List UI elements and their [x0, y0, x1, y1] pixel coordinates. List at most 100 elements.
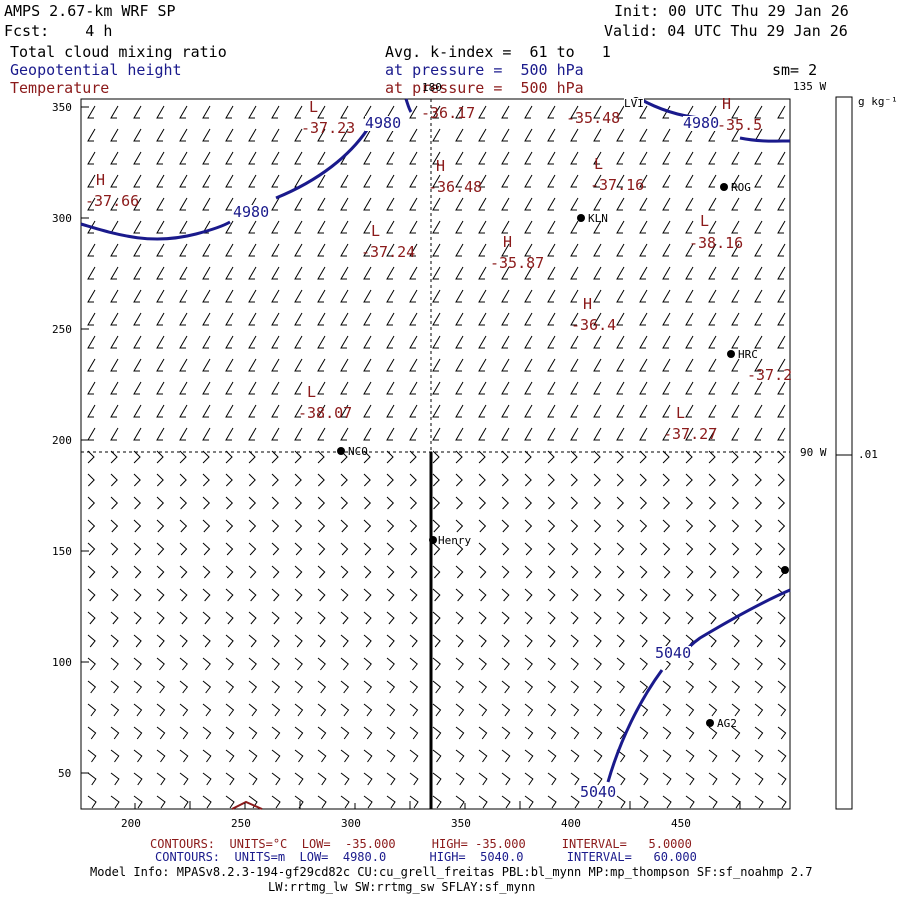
wind-barb: [547, 427, 556, 441]
wind-barb: [202, 749, 212, 763]
wind-barb: [639, 404, 648, 418]
wind-barb: [225, 427, 234, 441]
wind-barb: [524, 450, 532, 464]
wind-barb: [225, 795, 235, 809]
wind-barb: [179, 312, 188, 326]
wind-barb: [662, 519, 671, 533]
wind-barb: [708, 243, 717, 257]
wind-barb: [639, 657, 648, 671]
wind-barb: [133, 427, 142, 441]
wind-barb: [294, 358, 303, 372]
wind-barb: [731, 795, 741, 809]
wind-barb: [708, 542, 717, 556]
wind-barb: [409, 358, 418, 372]
wind-barb: [777, 542, 786, 556]
wind-barb: [731, 749, 741, 763]
wind-barb: [524, 749, 534, 763]
lon-label-135w: 135 W: [793, 80, 827, 93]
wind-barb: [340, 519, 349, 533]
wind-barb: [156, 703, 166, 717]
wind-barb: [524, 381, 533, 395]
wind-barb: [501, 519, 510, 533]
wind-barb: [248, 588, 257, 602]
wind-barb: [409, 220, 418, 234]
wind-barb: [110, 680, 120, 694]
wind-barb: [708, 381, 717, 395]
wind-barb: [754, 404, 763, 418]
wind-barb: [524, 588, 533, 602]
wind-barb: [386, 358, 395, 372]
wind-barb: [662, 496, 670, 510]
wind-barb: [593, 634, 602, 648]
wind-barb: [685, 312, 694, 326]
temp-value-6: -37.16: [590, 176, 645, 194]
wind-barb: [478, 680, 488, 694]
wind-barb: [271, 266, 280, 280]
wind-barb: [271, 427, 280, 441]
wind-barb: [616, 772, 626, 786]
wind-barb: [639, 542, 648, 556]
wind-barb: [547, 243, 556, 257]
wind-barb: [87, 749, 97, 763]
wind-barb: [386, 243, 395, 257]
wind-barb: [754, 174, 763, 188]
wind-barb: [754, 197, 763, 211]
field-geopotential: Geopotential height: [10, 61, 182, 79]
wind-barb: [317, 634, 326, 648]
wind-barb: [179, 519, 188, 533]
wind-barb: [432, 565, 441, 579]
wind-barb: [179, 542, 188, 556]
wind-barb: [87, 128, 96, 142]
wind-barb: [524, 703, 534, 717]
wind-barb: [110, 105, 119, 119]
wind-barb: [708, 197, 717, 211]
wind-barb: [547, 151, 556, 165]
wind-barb: [179, 496, 187, 510]
wind-barb: [478, 289, 487, 303]
wind-barb: [754, 312, 763, 326]
wind-barb: [225, 289, 234, 303]
wind-barb: [662, 703, 672, 717]
temp-letter-12: L: [676, 404, 686, 422]
wind-barb: [478, 220, 487, 234]
wind-barb: [156, 151, 165, 165]
wind-barb: [662, 128, 671, 142]
wind-barb: [340, 197, 349, 211]
wind-barb: [662, 565, 671, 579]
wind-barb: [409, 197, 418, 211]
wind-barb: [110, 266, 119, 280]
wind-barb: [455, 795, 465, 809]
wind-barb: [294, 772, 304, 786]
wind-barb: [133, 749, 143, 763]
wind-barb: [708, 220, 717, 234]
wind-barb: [708, 427, 717, 441]
wind-barb: [340, 542, 349, 556]
wind-barb: [616, 381, 625, 395]
wind-barb: [777, 404, 786, 418]
wind-barb: [271, 289, 280, 303]
wind-barb: [156, 565, 165, 579]
wind-barb: [432, 519, 441, 533]
wind-barb: [639, 128, 648, 142]
wind-barb: [271, 381, 280, 395]
wind-barb: [363, 542, 372, 556]
temp-letter-3: H: [722, 95, 732, 113]
wind-barb: [616, 151, 625, 165]
wind-barb: [616, 496, 624, 510]
wind-barb: [156, 473, 164, 487]
wind-barb: [110, 450, 118, 464]
wind-barb: [248, 657, 257, 671]
wind-barb: [156, 450, 164, 464]
wind-barb: [202, 473, 210, 487]
wind-barb: [570, 266, 579, 280]
wind-barb: [685, 174, 694, 188]
wind-barb: [340, 381, 349, 395]
wind-barb: [225, 243, 234, 257]
wind-barb: [616, 312, 625, 326]
wind-barb: [363, 519, 372, 533]
model-title: AMPS 2.67-km WRF SP: [4, 2, 176, 20]
wind-barb: [685, 496, 693, 510]
wind-barb: [363, 404, 372, 418]
wind-barb: [455, 772, 465, 786]
wind-barb: [455, 680, 465, 694]
